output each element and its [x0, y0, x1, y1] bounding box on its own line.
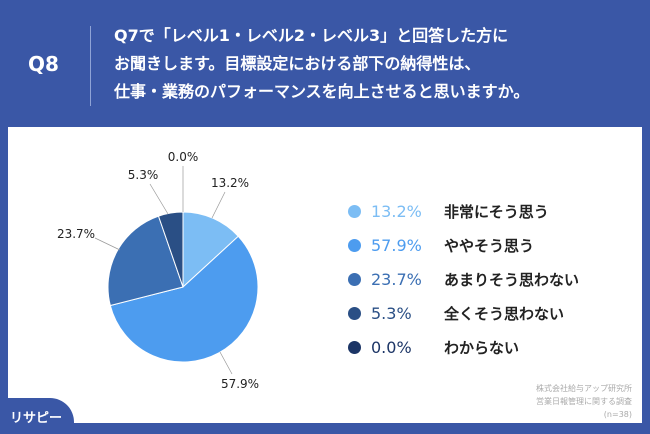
title-line: 仕事・業務のパフォーマンスを向上させると思いますか。	[114, 82, 530, 101]
pie-label-dont-know: 0.0%	[167, 150, 199, 164]
legend-item: 5.3% 全くそう思わない	[348, 296, 579, 330]
legend-percent: 5.3%	[371, 303, 412, 323]
pie-slice	[109, 235, 259, 363]
legend-label: わからない	[444, 338, 520, 357]
legend-label: 非常にそう思う	[444, 202, 549, 221]
source-line: (n=38)	[603, 410, 632, 419]
pie-label-somewhat-agree: 57.9%	[220, 377, 260, 391]
source-line: 営業日報管理に関する調査	[536, 397, 632, 406]
legend-item: 0.0% わからない	[348, 330, 579, 364]
legend-dot	[348, 238, 361, 252]
pie-slice	[107, 215, 184, 307]
title-line: お聞きします。目標設定における部下の納得性は、	[114, 54, 481, 73]
legend-item: 13.2% 非常にそう思う	[348, 194, 579, 228]
source-note: 株式会社給与アップ研究所 営業日報管理に関する調査 (n=38)	[536, 382, 632, 421]
question-title: Q7で「レベル1・レベル2・レベル3」と回答した方に お聞きします。目標設定にお…	[114, 22, 529, 106]
pie-label-strongly-disagree: 5.3%	[127, 168, 159, 182]
legend-dot	[348, 340, 361, 354]
brand-logo: リサピー	[0, 398, 74, 434]
legend-percent: 57.9%	[371, 235, 422, 255]
legend-dot	[348, 204, 361, 218]
legend-percent: 13.2%	[371, 201, 422, 221]
source-line: 株式会社給与アップ研究所	[536, 384, 632, 393]
legend-percent: 23.7%	[371, 269, 422, 289]
legend-label: あまりそう思わない	[444, 270, 580, 289]
legend: 13.2% 非常にそう思う 57.9% ややそう思う 23.7% あまりそう思わない …	[348, 194, 579, 364]
title-line: Q7で「レベル1・レベル2・レベル3」と回答した方に	[114, 26, 509, 45]
leader-line	[94, 237, 121, 251]
pie-slice	[182, 211, 239, 289]
leader-line	[149, 183, 169, 215]
leader-line	[211, 191, 226, 219]
logo-text: リサピー	[10, 410, 63, 426]
legend-dot	[348, 272, 361, 286]
legend-item: 57.9% ややそう思う	[348, 228, 579, 262]
legend-percent: 0.0%	[371, 337, 412, 357]
legend-dot	[348, 306, 361, 320]
legend-label: 全くそう思わない	[444, 304, 565, 323]
pie-label-somewhat-disagree: 23.7%	[56, 227, 96, 241]
legend-item: 23.7% あまりそう思わない	[348, 262, 579, 296]
question-number: Q8	[28, 52, 59, 76]
leader-line	[219, 351, 233, 375]
pie-label-strongly-agree: 13.2%	[210, 176, 250, 190]
header-divider	[90, 26, 91, 106]
legend-label: ややそう思う	[444, 236, 535, 255]
